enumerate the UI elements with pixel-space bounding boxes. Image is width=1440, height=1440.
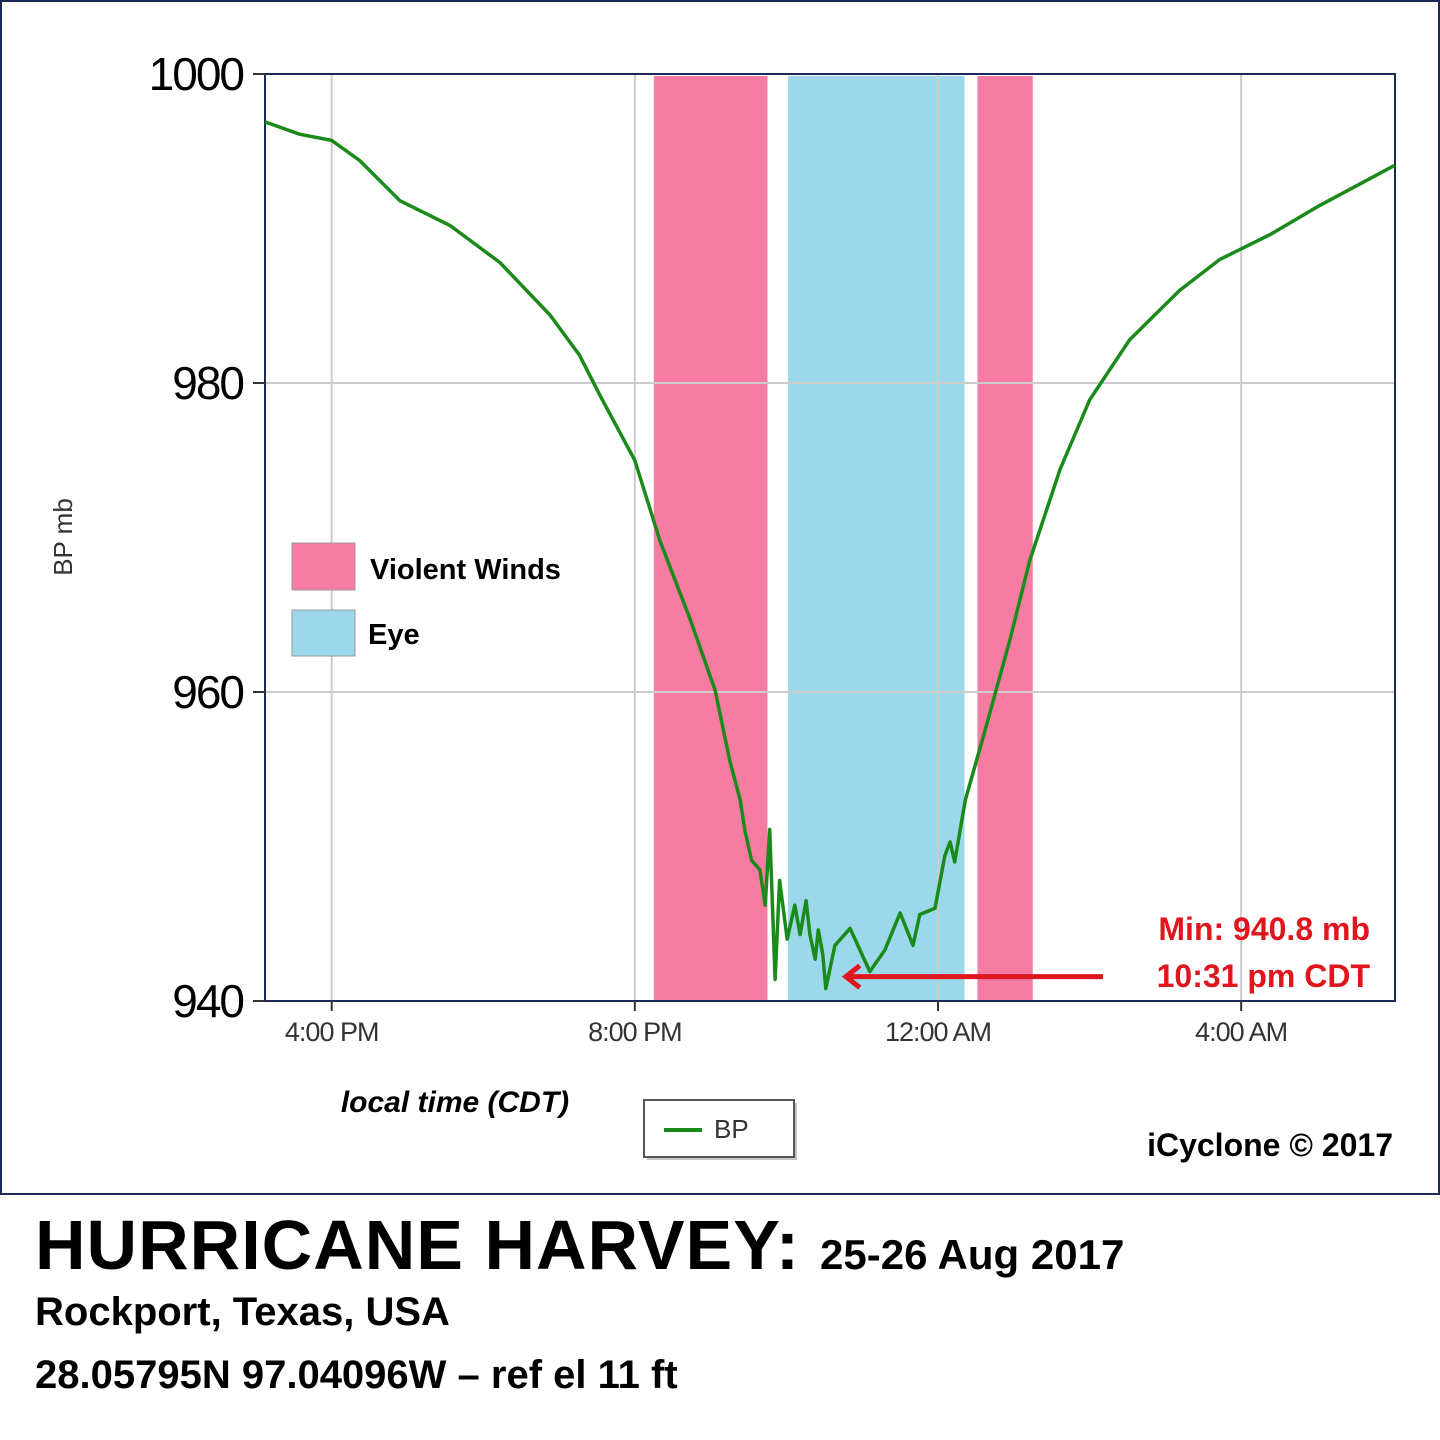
min-annotation-line2: 10:31 pm CDT [1157,958,1371,994]
credit: iCyclone © 2017 [1147,1127,1393,1163]
x-tick-label: 4:00 PM [285,1017,379,1047]
min-annotation-line1: Min: 940.8 mb [1158,911,1370,947]
location: Rockport, Texas, USA [35,1290,450,1334]
legend-swatch-violent-winds [291,542,356,591]
legend-swatch-eye [291,609,356,657]
band-violent-winds [977,76,1033,1001]
arrow-head-icon [841,963,862,990]
y-tick-label: 980 [172,357,243,409]
plot-area [264,73,1396,1002]
y-tick-label: 1000 [149,48,244,100]
band-violent-winds [653,76,768,1001]
coordinates: 28.05795N 97.04096W – ref el 11 ft [35,1353,678,1397]
x-axis-label: local time (CDT) [341,1086,569,1119]
legend-label-eye: Eye [368,619,420,651]
y-tick-label: 940 [172,975,243,1027]
bp-series-line [264,120,1396,991]
series-legend: BP [643,1099,797,1160]
y-axis-label: BP mb [48,498,78,576]
legend-label-violent-winds: Violent Winds [370,554,561,586]
x-tick-label: 4:00 AM [1195,1017,1287,1047]
band-eye [787,76,965,1001]
x-tick-label: 8:00 PM [588,1017,682,1047]
y-tick-label: 960 [172,666,243,718]
pressure-chart: 940 960 980 1000 4:00 PM 8:00 PM 12:00 AM 4:00… [48,48,1396,1163]
x-tick-label: 12:00 AM [885,1017,991,1047]
chart-date: 25-26 Aug 2017 [820,1231,1125,1278]
chart-title: HURRICANE HARVEY: [35,1206,801,1284]
title-block: HURRICANE HARVEY: 25-26 Aug 2017 [35,1205,1124,1285]
legend-label-bp: BP [714,1114,749,1144]
